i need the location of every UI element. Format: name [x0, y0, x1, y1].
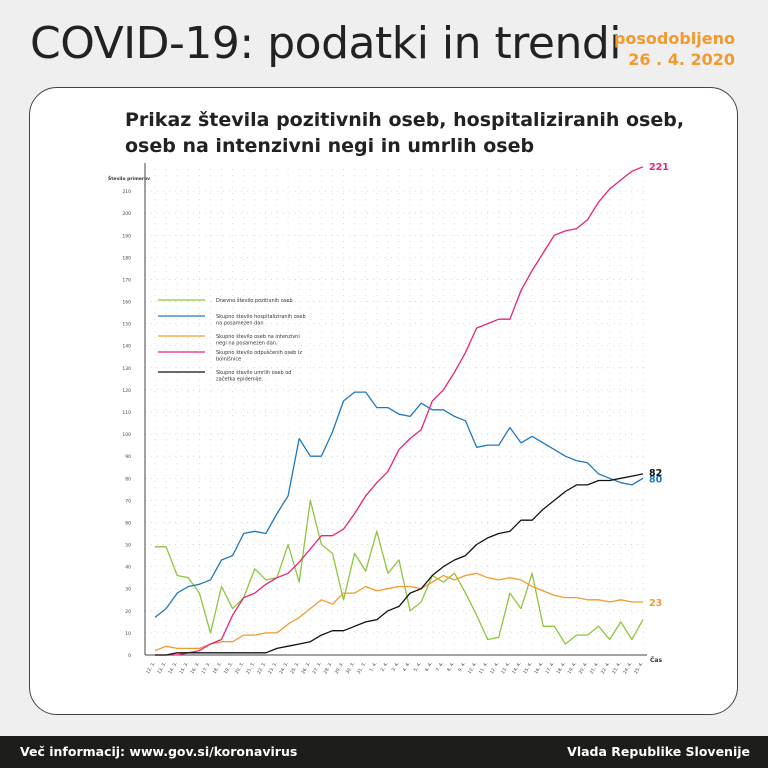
footer-info-link[interactable]: Več informacij: www.gov.si/koronavirus [20, 744, 298, 759]
y-tick-label: 120 [122, 388, 131, 394]
x-tick-label: 17. 3. [201, 661, 213, 675]
x-tick-label: 6. 4. [424, 661, 434, 673]
x-tick-label: 24. 4. [622, 661, 634, 675]
x-tick-label: 16. 3. [189, 661, 201, 675]
x-tick-label: 27. 3. [311, 661, 323, 675]
legend: Dnevno število pozitivnih oseb Skupno šte… [158, 297, 306, 383]
y-tick-label: 10 [125, 631, 131, 637]
x-tick-label: 21. 4. [589, 661, 601, 675]
x-tick-label: 31. 3. [356, 661, 368, 675]
legend-label-4: Skupno število umrlih oseb od začetka epi… [216, 369, 291, 383]
y-tick-label: 170 [122, 277, 131, 283]
series-end-label-3: 221 [649, 162, 669, 173]
x-tick-label: 5. 4. [413, 661, 423, 673]
x-tick-label: 19. 3. [223, 661, 235, 675]
y-tick-label: 150 [122, 322, 131, 328]
x-tick-label: 7. 4. [435, 661, 445, 673]
x-tick-label: 19. 4. [567, 661, 579, 675]
x-axis-label: Čas [650, 657, 662, 664]
y-tick-label: 210 [122, 189, 131, 195]
series-line-4 [155, 473, 644, 656]
series-end-label-1: 80 [649, 474, 663, 485]
x-tick-label: 3. 4. [391, 661, 401, 673]
x-tick-label: 12. 3. [145, 661, 157, 675]
y-tick-label: 140 [122, 344, 131, 350]
x-tick-label: 1. 4. [368, 661, 378, 673]
chart-card [29, 87, 738, 715]
y-tick-label: 20 [125, 609, 131, 615]
y-tick-label: 60 [125, 520, 131, 526]
y-tick-label: 30 [125, 587, 131, 593]
x-tick-label: 21. 3. [245, 661, 257, 675]
x-tick-label: 9. 4. [457, 661, 467, 673]
x-tick-label: 8. 4. [446, 661, 456, 673]
x-tick-label: 25. 4. [633, 661, 645, 675]
x-tick-label: 10. 4. [467, 661, 479, 675]
series-line-0 [155, 499, 644, 645]
legend-label-2: Skupno število oseb na intenzivni negi na… [216, 333, 300, 347]
series-line-1 [154, 391, 644, 618]
footer-government: Vlada Republike Slovenije [567, 744, 750, 759]
y-tick-label: 180 [122, 255, 131, 261]
y-tick-label: 90 [125, 454, 131, 460]
y-tick-label: 130 [122, 366, 131, 372]
y-tick-label: 100 [122, 432, 131, 438]
x-tick-label: 14. 3. [167, 661, 179, 675]
updated-date: 26 . 4. 2020 [628, 50, 735, 69]
y-tick-label: 160 [122, 300, 131, 306]
y-tick-label: 50 [125, 543, 131, 549]
x-tick-label: 12. 4. [489, 661, 501, 675]
x-tick-label: 13. 4. [500, 661, 512, 675]
x-tick-label: 25. 3. [289, 661, 301, 675]
x-tick-label: 11. 4. [478, 661, 490, 675]
y-axis-label: Število primerov [108, 175, 150, 182]
x-tick-label: 23. 3. [267, 661, 279, 675]
y-tick-label: 110 [122, 410, 131, 416]
x-tick-label: 18. 4. [555, 661, 567, 675]
x-tick-label: 17. 4. [544, 661, 556, 675]
x-tick-label: 23. 4. [611, 661, 623, 675]
chart-title: Prikaz števila pozitivnih oseb, hospital… [125, 109, 685, 157]
x-tick-label: 22. 4. [600, 661, 612, 675]
series-end-label-2: 23 [649, 598, 662, 609]
x-tick-label: 15. 4. [522, 661, 534, 675]
x-tick-label: 4. 4. [402, 661, 412, 673]
x-tick-label: 22. 3. [256, 661, 268, 675]
page-title: COVID-19: podatki in trendi [30, 18, 621, 69]
y-tick-label: 70 [125, 498, 131, 504]
y-tick-label: 0 [128, 653, 131, 659]
y-tick-label: 200 [122, 211, 131, 217]
x-tick-label: 30. 3. [345, 661, 357, 675]
x-tick-label: 13. 3. [156, 661, 168, 675]
x-tick-label: 24. 3. [278, 661, 290, 675]
x-tick-label: 2. 4. [379, 661, 389, 673]
series-end-label-4: 82 [649, 468, 662, 479]
legend-label-3: Skupno število odpuščenih oseb iz bolnišn… [216, 349, 302, 363]
legend-label-1: Skupno število hospitaliziranih oseb na p… [216, 313, 306, 327]
x-tick-label: 20. 4. [578, 661, 590, 675]
legend-label-0: Dnevno število pozitivnih oseb [216, 297, 293, 304]
x-tick-label: 15. 3. [178, 661, 190, 675]
x-tick-label: 20. 3. [234, 661, 246, 675]
x-tick-label: 29. 3. [334, 661, 346, 675]
x-tick-label: 16. 4. [533, 661, 545, 675]
footer-bar: Več informacij: www.gov.si/koronavirus V… [0, 736, 768, 768]
updated-label: posodobljeno [613, 29, 735, 48]
x-tick-label: 26. 3. [300, 661, 312, 675]
x-tick-label: 14. 4. [511, 661, 523, 675]
x-tick-label: 18. 3. [212, 661, 224, 675]
series-line-3 [155, 166, 644, 656]
y-tick-label: 80 [125, 476, 131, 482]
y-tick-label: 40 [125, 565, 131, 571]
series-line-2 [154, 572, 643, 652]
updated-info: posodobljeno 26 . 4. 2020 [614, 28, 735, 70]
x-tick-label: 28. 3. [323, 661, 335, 675]
y-tick-label: 190 [122, 233, 131, 239]
